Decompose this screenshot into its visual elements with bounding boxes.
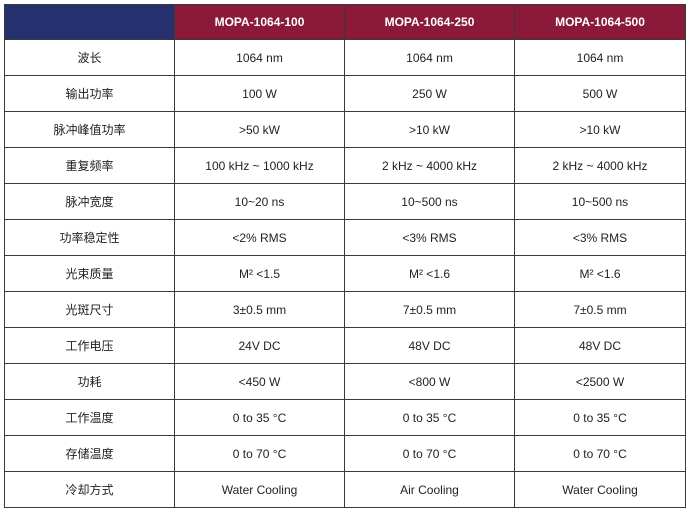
spec-value-cell: 1064 nm: [344, 39, 515, 76]
spec-value-cell: 1064 nm: [514, 39, 686, 76]
table-row: 脉冲宽度 10~20 ns 10~500 ns 10~500 ns: [4, 183, 686, 220]
spec-value-cell: 0 to 70 °C: [174, 435, 345, 472]
spec-value-cell: 100 kHz ~ 1000 kHz: [174, 147, 345, 184]
spec-value-cell: 100 W: [174, 75, 345, 112]
spec-value-cell: 2 kHz ~ 4000 kHz: [514, 147, 686, 184]
spec-value-cell: 7±0.5 mm: [344, 291, 515, 328]
spec-value-cell: 2 kHz ~ 4000 kHz: [344, 147, 515, 184]
table-row: 光斑尺寸 3±0.5 mm 7±0.5 mm 7±0.5 mm: [4, 291, 686, 328]
table-row: 光束质量 M² <1.5 M² <1.6 M² <1.6: [4, 255, 686, 292]
table-body: 波长 1064 nm 1064 nm 1064 nm 输出功率 100 W 250 W 500…: [4, 39, 686, 508]
table-row: 冷却方式 Water Cooling Air Cooling Water Coolin…: [4, 471, 686, 508]
header-model-100: MOPA-1064-100: [174, 4, 345, 40]
spec-value-cell: 7±0.5 mm: [514, 291, 686, 328]
spec-value-cell: 0 to 35 °C: [344, 399, 515, 436]
param-label: 脉冲峰值功率: [4, 111, 175, 148]
spec-value-cell: 1064 nm: [174, 39, 345, 76]
spec-value-cell: <2500 W: [514, 363, 686, 400]
spec-value-cell: >50 kW: [174, 111, 345, 148]
spec-value-cell: <3% RMS: [514, 219, 686, 256]
param-label: 输出功率: [4, 75, 175, 112]
table-row: 输出功率 100 W 250 W 500 W: [4, 75, 686, 112]
header-model-500: MOPA-1064-500: [514, 4, 686, 40]
table-row: 功耗 <450 W <800 W <2500 W: [4, 363, 686, 400]
spec-value-cell: 0 to 35 °C: [514, 399, 686, 436]
spec-value-cell: 3±0.5 mm: [174, 291, 345, 328]
spec-value-cell: 0 to 70 °C: [514, 435, 686, 472]
param-label: 波长: [4, 39, 175, 76]
spec-value-cell: 500 W: [514, 75, 686, 112]
table-row: 功率稳定性 <2% RMS <3% RMS <3% RMS: [4, 219, 686, 256]
header-model-250: MOPA-1064-250: [344, 4, 515, 40]
param-label: 功率稳定性: [4, 219, 175, 256]
table-row: 工作温度 0 to 35 °C 0 to 35 °C 0 to 35 °C: [4, 399, 686, 436]
spec-value-cell: 48V DC: [514, 327, 686, 364]
param-label: 工作电压: [4, 327, 175, 364]
spec-value-cell: 0 to 35 °C: [174, 399, 345, 436]
spec-value-cell: Air Cooling: [344, 471, 515, 508]
param-label: 工作温度: [4, 399, 175, 436]
spec-value-cell: 10~500 ns: [514, 183, 686, 220]
param-label: 脉冲宽度: [4, 183, 175, 220]
table-row: 波长 1064 nm 1064 nm 1064 nm: [4, 39, 686, 76]
header-row: MOPA-1064-100 MOPA-1064-250 MOPA-1064-50…: [4, 4, 686, 40]
param-label: 功耗: [4, 363, 175, 400]
spec-value-cell: >10 kW: [344, 111, 515, 148]
spec-value-cell: M² <1.5: [174, 255, 345, 292]
param-label: 重复频率: [4, 147, 175, 184]
param-label: 光斑尺寸: [4, 291, 175, 328]
spec-value-cell: <800 W: [344, 363, 515, 400]
spec-value-cell: 250 W: [344, 75, 515, 112]
spec-value-cell: M² <1.6: [514, 255, 686, 292]
param-label: 光束质量: [4, 255, 175, 292]
spec-value-cell: Water Cooling: [514, 471, 686, 508]
param-label: 存储温度: [4, 435, 175, 472]
spec-value-cell: <2% RMS: [174, 219, 345, 256]
table-row: 脉冲峰值功率 >50 kW >10 kW >10 kW: [4, 111, 686, 148]
table-row: 工作电压 24V DC 48V DC 48V DC: [4, 327, 686, 364]
spec-value-cell: M² <1.6: [344, 255, 515, 292]
spec-value-cell: 10~20 ns: [174, 183, 345, 220]
param-label: 冷却方式: [4, 471, 175, 508]
spec-value-cell: Water Cooling: [174, 471, 345, 508]
spec-value-cell: 10~500 ns: [344, 183, 515, 220]
spec-value-cell: 48V DC: [344, 327, 515, 364]
spec-value-cell: <450 W: [174, 363, 345, 400]
spec-value-cell: 24V DC: [174, 327, 345, 364]
spec-value-cell: <3% RMS: [344, 219, 515, 256]
table-row: 重复频率 100 kHz ~ 1000 kHz 2 kHz ~ 4000 kHz 2 …: [4, 147, 686, 184]
header-corner-cell: [4, 4, 175, 40]
spec-table: MOPA-1064-100 MOPA-1064-250 MOPA-1064-50…: [4, 4, 686, 508]
table-row: 存储温度 0 to 70 °C 0 to 70 °C 0 to 70 °C: [4, 435, 686, 472]
spec-value-cell: 0 to 70 °C: [344, 435, 515, 472]
spec-value-cell: >10 kW: [514, 111, 686, 148]
